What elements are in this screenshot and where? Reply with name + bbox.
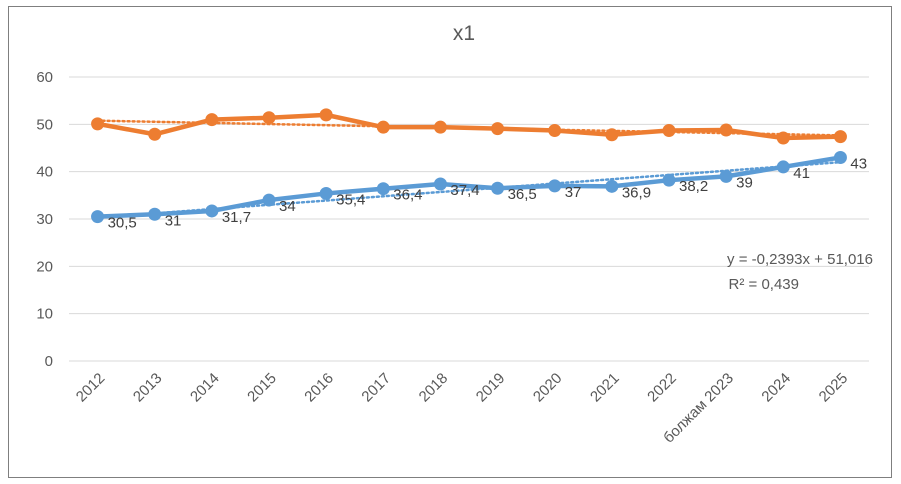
- x-tick-label: 2012: [73, 370, 109, 406]
- x-tick-label: 2024: [758, 370, 794, 406]
- data-label: 38,2: [679, 178, 708, 195]
- data-label: 41: [793, 165, 810, 182]
- data-point: [433, 177, 447, 191]
- data-point: [319, 186, 333, 200]
- y-tick-label: 40: [36, 164, 53, 181]
- data-point: [262, 193, 276, 207]
- data-label: 36,9: [622, 184, 651, 201]
- y-tick-label: 0: [45, 353, 53, 370]
- trendline-r-squared: R² = 0,439: [729, 276, 799, 293]
- data-label: 37,4: [450, 182, 479, 199]
- data-point: [776, 131, 790, 145]
- y-tick-label: 10: [36, 306, 53, 323]
- series-line: [95, 155, 843, 219]
- line-chart: x1 0 10 20 30 40 50 60 2012 2013 2014 2015 2016 201…: [36, 22, 873, 447]
- data-point: [319, 108, 333, 122]
- data-point: [719, 169, 733, 183]
- series-line: [95, 112, 843, 141]
- data-point: [376, 120, 390, 134]
- data-label: 43: [850, 155, 867, 172]
- data-label: 34: [279, 198, 296, 215]
- data-point: [148, 207, 162, 221]
- x-tick-label: 2013: [130, 370, 166, 406]
- data-point: [833, 150, 847, 164]
- data-point: [605, 128, 619, 142]
- y-tick-label: 50: [36, 116, 53, 133]
- x-tick-label: 2015: [244, 370, 280, 406]
- data-point: [605, 179, 619, 193]
- data-point: [205, 204, 219, 218]
- x-tick-label: 2018: [416, 370, 452, 406]
- y-tick-label: 60: [36, 69, 53, 86]
- data-label: 39: [736, 174, 753, 191]
- x-tick-label: 2021: [587, 370, 623, 406]
- data-point: [662, 123, 676, 137]
- data-label: 36,4: [393, 187, 422, 204]
- data-point: [662, 173, 676, 187]
- data-point: [433, 120, 447, 134]
- data-point: [205, 113, 219, 127]
- x-tick-label: 2020: [530, 370, 566, 406]
- data-label: 35,4: [336, 191, 365, 208]
- x-tick-label: 2019: [473, 370, 509, 406]
- data-point: [548, 123, 562, 137]
- data-point: [148, 127, 162, 141]
- data-point: [548, 179, 562, 193]
- data-label: 37: [565, 184, 582, 201]
- data-label: 36,5: [508, 186, 537, 203]
- x-tick-label: 2025: [816, 370, 852, 406]
- x-tick-label: 2016: [301, 370, 337, 406]
- data-label: 31,7: [222, 209, 251, 226]
- chart-area: x1 0 10 20 30 40 50 60 2012 2013 2014 2015 2016 201…: [8, 6, 892, 478]
- y-tick-label: 20: [36, 258, 53, 275]
- data-label: 31: [165, 212, 182, 229]
- data-point: [491, 181, 505, 195]
- x-tick-label: 2017: [358, 370, 394, 406]
- data-point: [376, 182, 390, 196]
- data-point: [719, 123, 733, 137]
- chart-title: x1: [453, 22, 475, 45]
- data-point: [91, 117, 105, 131]
- data-label: 30,5: [108, 215, 137, 232]
- trendline-equation: y = -0,2393x + 51,016: [727, 251, 873, 268]
- x-tick-label: 2022: [644, 370, 680, 406]
- data-point: [491, 122, 505, 136]
- y-tick-label: 30: [36, 211, 53, 228]
- data-point: [833, 130, 847, 144]
- x-tick-label: 2014: [187, 370, 223, 406]
- data-point: [262, 111, 276, 125]
- data-point: [776, 160, 790, 174]
- data-point: [91, 210, 105, 224]
